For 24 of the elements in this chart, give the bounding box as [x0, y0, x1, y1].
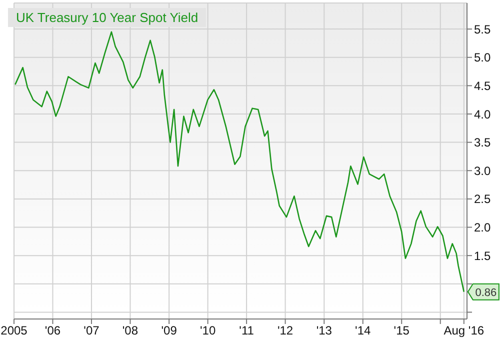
x-tick-label: '15 — [394, 324, 410, 338]
x-tick-label: '13 — [316, 324, 332, 338]
y-tick-label: 3.5 — [474, 136, 492, 150]
y-tick-label: 5.5 — [474, 22, 492, 36]
y-tick-label: 2.5 — [474, 192, 492, 206]
x-tick-label: '10 — [200, 324, 216, 338]
x-tick-label: '11 — [239, 324, 254, 338]
series-label: UK Treasury 10 Year Spot Yield — [16, 10, 198, 25]
y-tick-label: 3.0 — [474, 164, 492, 178]
x-tick-label: '07 — [84, 324, 100, 338]
y-tick-label: 2.0 — [474, 220, 492, 235]
y-tick-label: 4.0 — [474, 107, 492, 122]
x-tick-label: '14 — [355, 324, 372, 338]
x-tick-label: '08 — [122, 324, 138, 338]
line-series — [14, 31, 465, 292]
x-tick-label: Aug '16 — [444, 324, 484, 338]
y-tick-label: 5.0 — [474, 50, 492, 65]
x-tick-label: 2005 — [0, 324, 28, 338]
data-label: 0.86 — [475, 286, 497, 299]
x-tick-label: '06 — [44, 324, 61, 338]
y-tick-label: 1.5 — [474, 248, 492, 263]
x-tick-label: '09 — [161, 324, 178, 338]
y-tick-label: 4.5 — [474, 78, 492, 93]
x-tick-label: '12 — [277, 324, 294, 338]
